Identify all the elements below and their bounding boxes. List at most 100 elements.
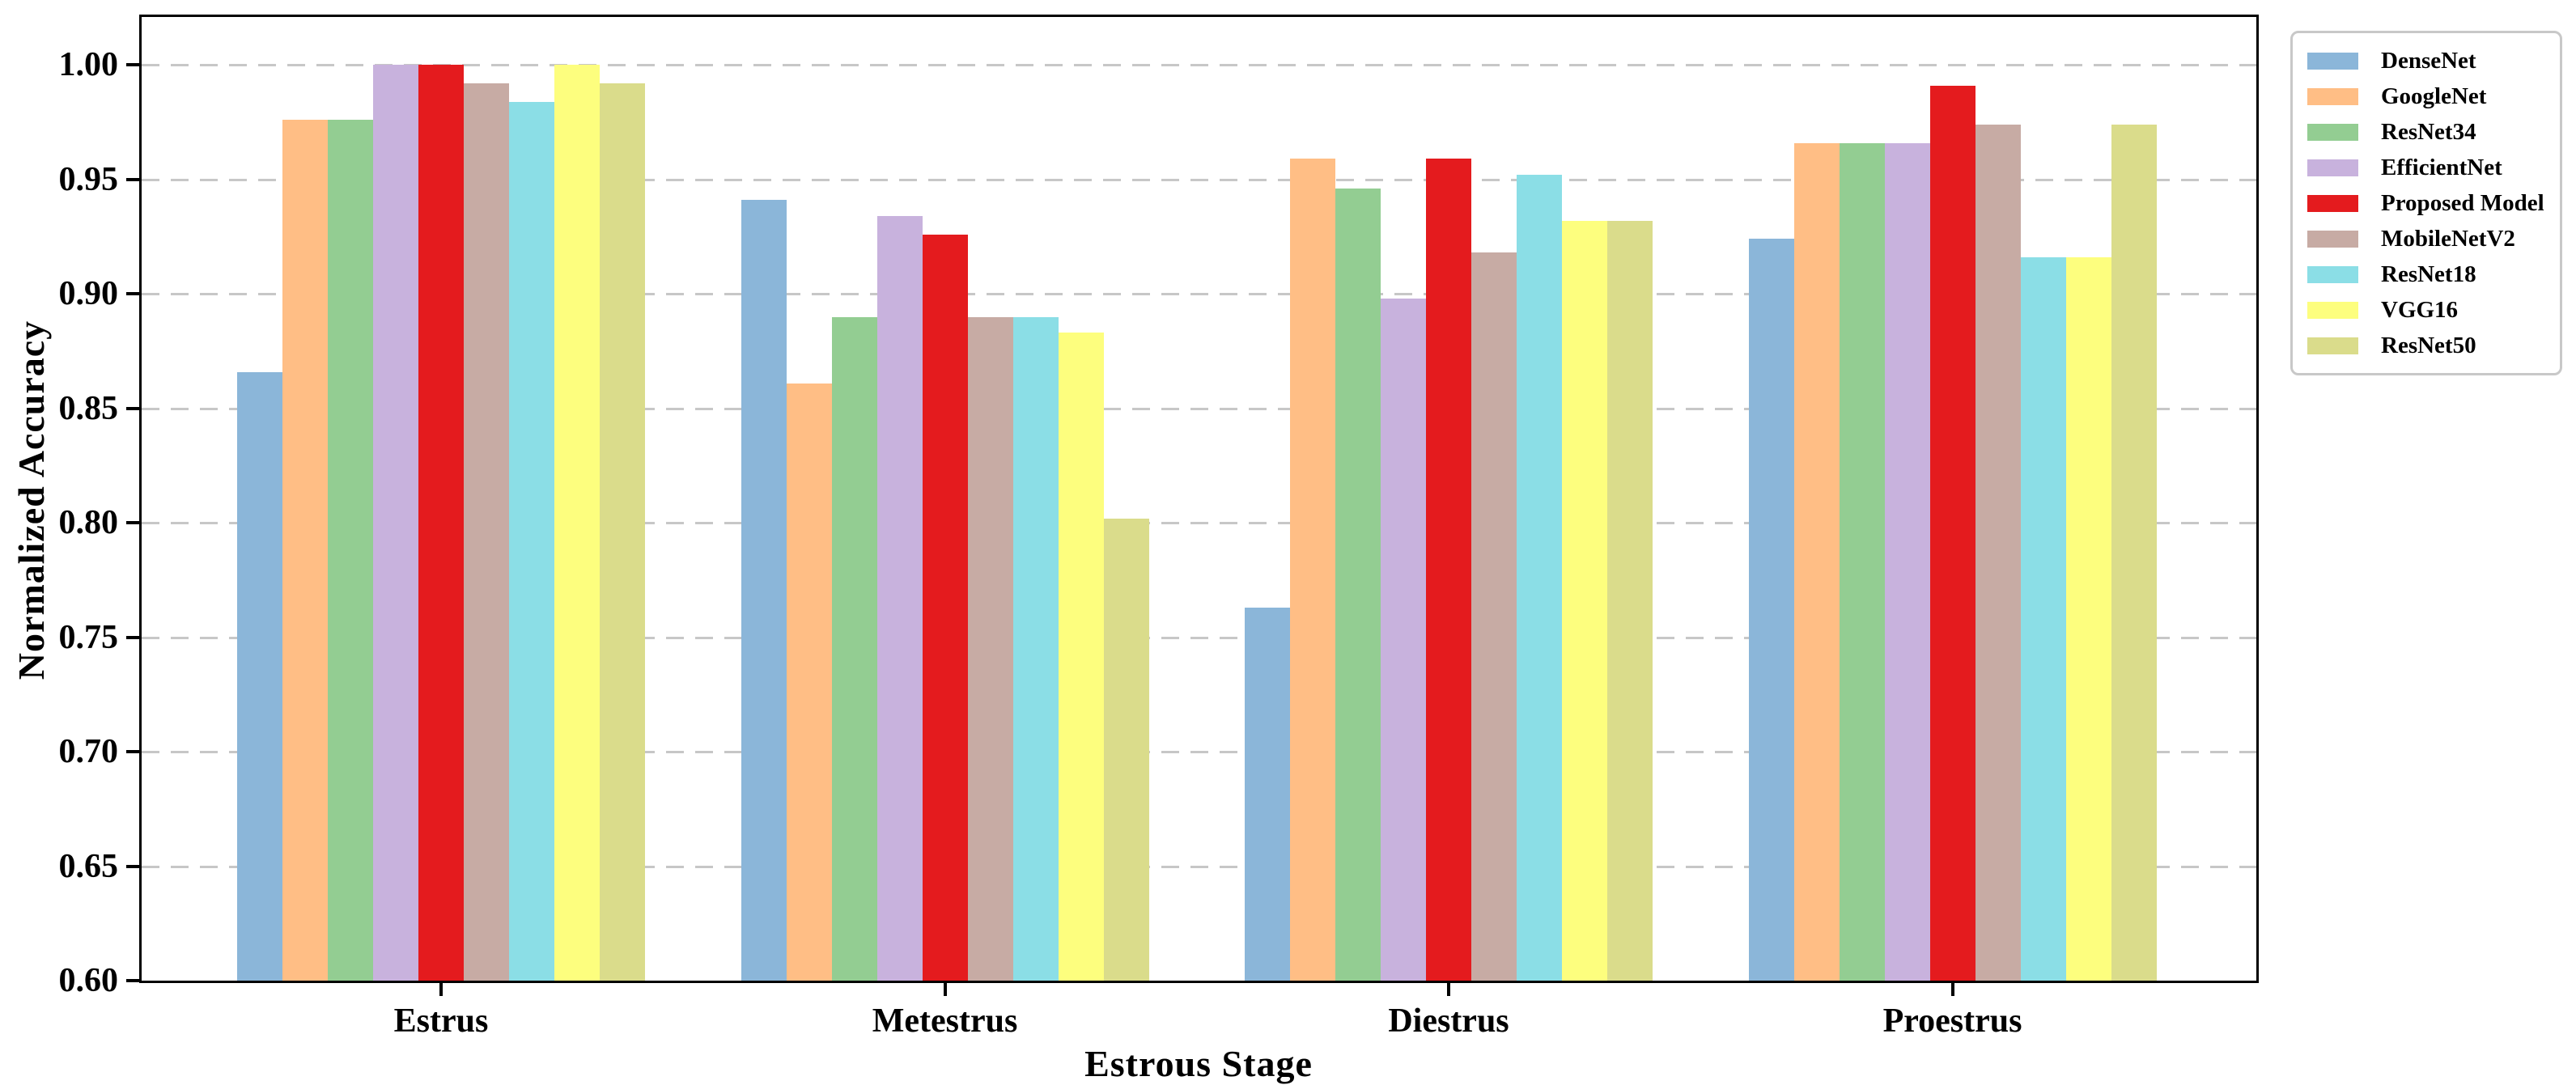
legend: DenseNet GoogleNet ResNet34 EfficientNet Pro…: [2290, 31, 2562, 375]
bar-resnet50-metestrus: [1103, 518, 1149, 981]
bar-vgg16-estrus: [554, 65, 600, 981]
y-tick-mark-0.95: [126, 177, 139, 181]
gridline-0.65: [142, 865, 2256, 868]
bar-efficientnet-estrus: [373, 65, 418, 981]
y-tick-mark-0.90: [126, 292, 139, 296]
y-tick-mark-0.60: [126, 979, 139, 982]
legend-swatch-resnet34: [2307, 123, 2358, 141]
bar-googlenet-proestrus: [1793, 142, 1840, 981]
bar-resnet18-estrus: [509, 101, 554, 981]
legend-item-vgg16: VGG16: [2307, 292, 2552, 328]
bar-resnet34-proestrus: [1839, 142, 1885, 981]
legend-item-proposed-model: Proposed Model: [2307, 185, 2552, 221]
bar-mobilenetv2-proestrus: [1975, 124, 2021, 981]
bar-proposed-model-diestrus: [1426, 159, 1471, 981]
gridline-0.90: [142, 293, 2256, 296]
legend-item-mobilenetv2: MobileNetV2: [2307, 221, 2552, 256]
legend-swatch-resnet50: [2307, 337, 2358, 354]
legend-item-efficientnet: EfficientNet: [2307, 150, 2552, 185]
x-tick-mark-diestrus: [1447, 983, 1450, 996]
x-tick-label-diestrus: Diestrus: [1388, 1002, 1509, 1040]
bar-resnet34-estrus: [328, 120, 373, 981]
legend-item-densenet: DenseNet: [2307, 43, 2552, 78]
y-tick-label-0.85: 0.85: [58, 389, 119, 427]
bar-densenet-metestrus: [741, 200, 787, 981]
bar-vgg16-proestrus: [2065, 257, 2111, 981]
y-tick-label-0.60: 0.60: [58, 962, 119, 999]
legend-swatch-efficientnet: [2307, 159, 2358, 176]
bar-resnet34-diestrus: [1335, 189, 1381, 981]
y-tick-label-0.70: 0.70: [58, 733, 119, 771]
y-tick-label-0.95: 0.95: [58, 160, 119, 198]
x-tick-label-proestrus: Proestrus: [1882, 1002, 2022, 1040]
legend-label-googlenet: GoogleNet: [2381, 83, 2487, 109]
legend-label-efficientnet: EfficientNet: [2381, 154, 2502, 180]
gridline-0.75: [142, 636, 2256, 639]
legend-swatch-densenet: [2307, 52, 2358, 70]
bar-proposed-model-estrus: [418, 65, 464, 981]
bar-mobilenetv2-diestrus: [1471, 252, 1517, 981]
bar-resnet50-proestrus: [2111, 124, 2157, 981]
legend-label-mobilenetv2: MobileNetV2: [2381, 225, 2515, 252]
plot-area: [139, 15, 2259, 983]
legend-label-resnet50: ResNet50: [2381, 332, 2476, 358]
bar-mobilenetv2-metestrus: [967, 316, 1013, 981]
bar-mobilenetv2-estrus: [464, 83, 509, 981]
legend-item-resnet50: ResNet50: [2307, 328, 2552, 363]
gridline-0.95: [142, 178, 2256, 181]
x-tick-mark-estrus: [439, 983, 443, 996]
bar-googlenet-diestrus: [1290, 159, 1335, 981]
legend-item-resnet34: ResNet34: [2307, 114, 2552, 150]
y-tick-mark-0.80: [126, 521, 139, 525]
bar-efficientnet-diestrus: [1381, 298, 1426, 981]
y-tick-mark-0.85: [126, 406, 139, 410]
y-tick-mark-0.65: [126, 864, 139, 868]
x-tick-mark-proestrus: [1950, 983, 1954, 996]
legend-swatch-proposed-model: [2307, 194, 2358, 212]
y-tick-mark-1.00: [126, 63, 139, 67]
y-tick-label-0.75: 0.75: [58, 618, 119, 656]
bar-proposed-model-metestrus: [922, 234, 968, 981]
bar-proposed-model-proestrus: [1929, 85, 1975, 981]
y-tick-label-1.00: 1.00: [58, 46, 119, 84]
bar-googlenet-estrus: [282, 120, 328, 981]
legend-label-vgg16: VGG16: [2381, 296, 2459, 323]
legend-label-resnet18: ResNet18: [2381, 261, 2476, 287]
legend-item-resnet18: ResNet18: [2307, 256, 2552, 292]
bar-efficientnet-metestrus: [876, 216, 923, 981]
bar-resnet50-estrus: [600, 83, 645, 981]
legend-swatch-resnet18: [2307, 265, 2358, 283]
x-tick-label-metestrus: Metestrus: [872, 1002, 1018, 1040]
gridline-1.00: [142, 64, 2256, 67]
bar-densenet-diestrus: [1245, 607, 1290, 981]
gridline-0.80: [142, 522, 2256, 525]
y-axis-title: Normalized Accuracy: [11, 320, 52, 680]
y-tick-mark-0.70: [126, 750, 139, 754]
bar-resnet50-diestrus: [1607, 220, 1653, 981]
legend-label-resnet34: ResNet34: [2381, 118, 2476, 145]
gridline-0.70: [142, 751, 2256, 754]
bar-vgg16-diestrus: [1562, 220, 1607, 981]
bar-densenet-proestrus: [1748, 239, 1794, 981]
legend-swatch-vgg16: [2307, 301, 2358, 319]
x-axis-title: Estrous Stage: [1084, 1043, 1313, 1084]
y-tick-mark-0.75: [126, 635, 139, 639]
bar-densenet-estrus: [237, 371, 282, 981]
y-tick-label-0.90: 0.90: [58, 275, 119, 313]
bar-vgg16-metestrus: [1058, 333, 1104, 981]
legend-label-proposed-model: Proposed Model: [2381, 189, 2544, 216]
bar-resnet18-metestrus: [1012, 316, 1059, 981]
gridline-0.85: [142, 407, 2256, 410]
legend-item-googlenet: GoogleNet: [2307, 78, 2552, 114]
bar-efficientnet-proestrus: [1884, 142, 1930, 981]
legend-swatch-mobilenetv2: [2307, 230, 2358, 248]
x-tick-mark-metestrus: [943, 983, 947, 996]
y-tick-label-0.80: 0.80: [58, 504, 119, 542]
bar-resnet34-metestrus: [831, 316, 877, 981]
x-tick-label-estrus: Estrus: [393, 1002, 489, 1040]
bar-resnet18-proestrus: [2020, 257, 2066, 981]
legend-label-densenet: DenseNet: [2381, 47, 2476, 74]
legend-swatch-googlenet: [2307, 87, 2358, 105]
y-tick-label-0.65: 0.65: [58, 847, 119, 885]
